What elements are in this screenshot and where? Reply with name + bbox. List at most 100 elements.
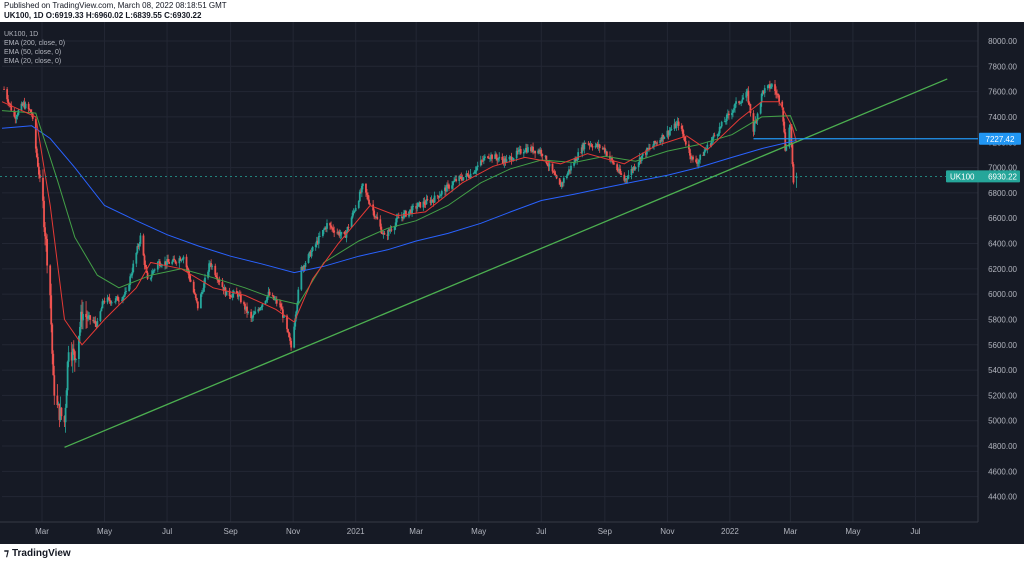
candle-body xyxy=(537,150,540,154)
candle-body xyxy=(333,230,336,233)
candle-body xyxy=(675,123,678,128)
candle-body xyxy=(199,294,202,309)
candle-body xyxy=(666,130,669,137)
candle-body xyxy=(316,240,319,244)
candle-body xyxy=(692,156,694,160)
candle-body xyxy=(185,256,188,268)
candle-body xyxy=(465,173,468,178)
candle-body xyxy=(475,167,478,171)
candle-body xyxy=(260,306,263,308)
chart-area[interactable]: 4400.00 4600.00 4800.00 5000.00 5200.00 5400.… xyxy=(0,22,1024,544)
candle-body xyxy=(631,169,634,171)
candle-body xyxy=(479,160,482,166)
candle-body xyxy=(67,352,70,362)
candle-body xyxy=(523,151,526,153)
candle-body xyxy=(53,375,56,396)
candle-body xyxy=(402,212,405,219)
candle-body xyxy=(691,156,693,159)
candle-body xyxy=(531,146,533,152)
candle-body xyxy=(644,152,647,155)
price-chart[interactable]: 4400.00 4600.00 4800.00 5000.00 5200.00 5400.… xyxy=(0,22,1024,544)
candle-body xyxy=(676,121,679,124)
candle-body xyxy=(24,103,27,109)
candle-body xyxy=(612,160,614,164)
candle-body xyxy=(222,286,225,291)
candle-body xyxy=(136,246,139,253)
candle-body xyxy=(244,303,246,310)
candle-body xyxy=(124,292,126,296)
candle-body xyxy=(739,102,742,104)
candle-body xyxy=(582,144,585,150)
y-tick-label: 7000.00 xyxy=(988,164,1017,173)
candle-body xyxy=(107,297,110,299)
legend-ema20[interactable]: EMA (20, close, 0) xyxy=(4,58,62,65)
candle-body xyxy=(60,407,63,417)
candle-body xyxy=(307,254,310,263)
candle-body xyxy=(271,295,274,296)
legend-ema200[interactable]: EMA (200, close, 0) xyxy=(4,40,66,47)
candle-body xyxy=(300,267,303,290)
candle-body xyxy=(279,304,282,308)
candle-body xyxy=(504,158,507,163)
candle-body xyxy=(193,292,196,295)
candle-body xyxy=(625,178,628,180)
candle-body xyxy=(481,160,484,162)
candle-body xyxy=(613,163,615,165)
candle-body xyxy=(395,217,398,223)
candle-body xyxy=(732,110,734,113)
candle-body xyxy=(81,311,83,321)
legend-symbol[interactable]: UK100, 1D xyxy=(4,31,39,38)
candle-body xyxy=(340,231,343,235)
candle-body xyxy=(783,121,786,133)
candle-body xyxy=(164,261,166,266)
candle-body xyxy=(419,202,422,208)
candle-body xyxy=(570,165,572,171)
candle-body xyxy=(624,178,627,181)
candle-body xyxy=(187,269,190,275)
candle-body xyxy=(101,301,104,309)
candle-body xyxy=(365,183,367,193)
candle-body xyxy=(396,217,399,219)
candle-body xyxy=(202,291,204,293)
candle-body xyxy=(96,321,99,327)
candle-body xyxy=(611,157,613,161)
candle-body xyxy=(192,281,195,293)
candle-body xyxy=(648,147,650,150)
candle-body xyxy=(697,162,700,164)
legend-ema50[interactable]: EMA (50, close, 0) xyxy=(4,49,62,56)
candle-body xyxy=(143,255,146,266)
candle-body xyxy=(539,149,542,153)
candle-body xyxy=(663,136,666,139)
candle-body xyxy=(476,165,479,168)
candle-body xyxy=(489,158,491,160)
candle-body xyxy=(238,294,241,296)
candle-body xyxy=(589,144,592,146)
candle-body xyxy=(668,130,671,135)
candle-body xyxy=(388,229,391,231)
candle-body xyxy=(94,320,97,324)
candle-body xyxy=(123,295,125,297)
candle-body xyxy=(273,299,276,301)
candle-body xyxy=(86,317,88,319)
candle-body xyxy=(654,141,656,144)
candle-body xyxy=(394,222,397,227)
candle-body xyxy=(517,149,520,152)
candle-body xyxy=(698,159,701,163)
candle-body xyxy=(132,263,135,273)
candle-body xyxy=(70,352,73,361)
candle-body xyxy=(210,263,213,267)
candle-body xyxy=(724,120,727,122)
candle-body xyxy=(45,236,47,240)
candle-body xyxy=(282,309,284,318)
candle-body xyxy=(496,157,499,161)
y-tick-label: 7600.00 xyxy=(988,88,1017,97)
candle-body xyxy=(653,141,655,146)
candle-body xyxy=(503,158,506,164)
tradingview-logo[interactable]: ⁊ TradingView xyxy=(4,548,71,559)
candle-body xyxy=(474,170,477,172)
candle-body xyxy=(468,177,471,178)
candle-body xyxy=(423,201,426,205)
candle-body xyxy=(784,132,787,151)
candle-body xyxy=(645,148,648,155)
candle-body xyxy=(88,315,91,317)
